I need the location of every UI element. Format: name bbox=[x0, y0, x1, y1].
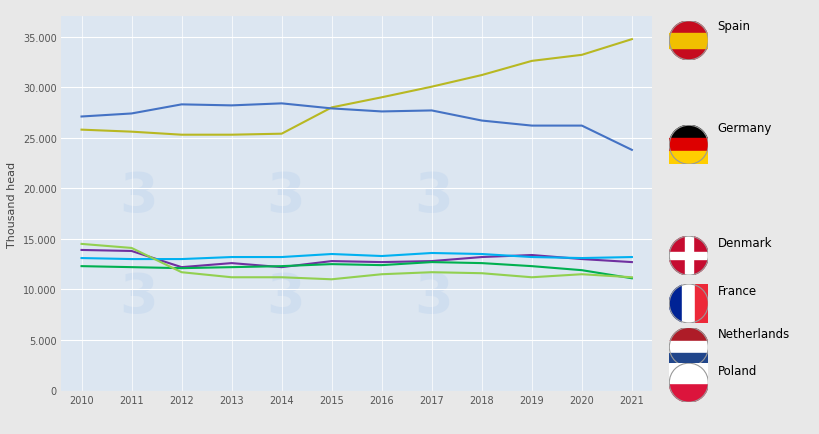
Text: Germany: Germany bbox=[717, 122, 771, 135]
Bar bbox=[668, 139, 708, 152]
Bar bbox=[668, 253, 708, 260]
Text: Netherlands: Netherlands bbox=[717, 328, 789, 341]
Circle shape bbox=[668, 363, 708, 402]
Bar bbox=[668, 152, 708, 165]
Bar bbox=[684, 237, 692, 276]
Y-axis label: Thousand head: Thousand head bbox=[7, 161, 17, 247]
Text: 3: 3 bbox=[414, 170, 452, 224]
Text: Denmark: Denmark bbox=[717, 237, 771, 250]
Bar bbox=[668, 34, 708, 49]
Circle shape bbox=[668, 328, 708, 367]
Text: 3: 3 bbox=[414, 270, 452, 324]
Circle shape bbox=[668, 237, 708, 276]
Bar bbox=[681, 284, 695, 323]
Bar bbox=[668, 341, 708, 354]
Circle shape bbox=[668, 284, 708, 323]
Text: 3: 3 bbox=[119, 170, 157, 224]
Bar bbox=[668, 354, 708, 367]
Text: France: France bbox=[717, 284, 756, 297]
Circle shape bbox=[668, 22, 708, 61]
Text: 3: 3 bbox=[119, 270, 157, 324]
Text: Poland: Poland bbox=[717, 365, 756, 378]
Text: 3: 3 bbox=[266, 170, 305, 224]
Text: 3: 3 bbox=[266, 270, 305, 324]
Circle shape bbox=[668, 126, 708, 165]
Bar bbox=[695, 284, 708, 323]
Bar bbox=[668, 363, 708, 383]
Text: Spain: Spain bbox=[717, 20, 749, 33]
